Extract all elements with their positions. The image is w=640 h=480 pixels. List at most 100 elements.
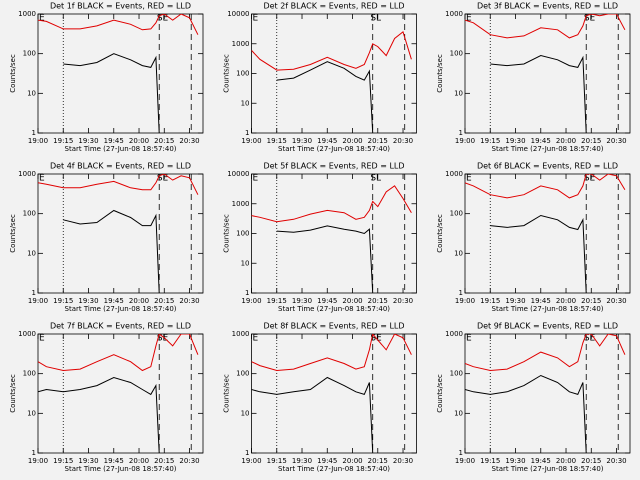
y-tick-label: 1000 <box>232 200 250 208</box>
y-tick-label: 100 <box>236 70 249 78</box>
chart-title: Det 4f BLACK = Events, RED = LLD <box>50 162 191 171</box>
y-tick-label: 10 <box>27 409 36 417</box>
x-tick-label: 19:30 <box>292 457 312 465</box>
chart-title: Det 8f BLACK = Events, RED = LLD <box>263 322 404 331</box>
x-axis-label: Start Time (27-Jun-08 18:57:40) <box>492 465 604 473</box>
y-tick-label: 10000 <box>227 170 249 178</box>
chart-title: Det 7f BLACK = Events, RED = LLD <box>50 322 191 331</box>
y-axis-label: Counts/sec <box>223 374 231 413</box>
y-axis-label: Counts/sec <box>436 214 444 253</box>
x-tick-label: 20:15 <box>368 457 388 465</box>
x-tick-label: 19:45 <box>104 297 124 305</box>
annotation: SE <box>584 334 596 344</box>
annotation: SE <box>157 14 169 24</box>
x-tick-label: 19:15 <box>480 457 500 465</box>
x-tick-label: 19:30 <box>292 297 312 305</box>
x-tick-label: 20:15 <box>581 297 601 305</box>
y-tick-label: 100 <box>450 210 463 218</box>
x-tick-label: 20:30 <box>179 457 199 465</box>
annotation: E <box>253 334 259 344</box>
series-line <box>490 214 587 293</box>
y-tick-label: 1000 <box>445 10 463 18</box>
annotation: SE <box>157 334 169 344</box>
x-tick-label: 20:15 <box>581 457 601 465</box>
chart-title: Det 5f BLACK = Events, RED = LLD <box>263 162 404 171</box>
series-line <box>38 334 199 372</box>
y-tick-label: 1 <box>32 289 36 297</box>
y-tick-label: 1000 <box>445 170 463 178</box>
x-tick-label: 19:30 <box>505 297 525 305</box>
x-tick-label: 19:45 <box>317 137 337 145</box>
x-tick-label: 20:30 <box>606 137 626 145</box>
x-axis-label: Start Time (27-Jun-08 18:57:40) <box>492 305 604 313</box>
x-tick-label: 20:30 <box>393 297 413 305</box>
x-tick-label: 20:00 <box>556 457 576 465</box>
x-tick-label: 19:45 <box>104 457 124 465</box>
y-tick-label: 10 <box>241 99 250 107</box>
annotation: E <box>466 14 472 24</box>
x-tick-label: 19:45 <box>531 297 551 305</box>
x-axis-label: Start Time (27-Jun-08 18:57:40) <box>65 305 177 313</box>
x-tick-label: 20:00 <box>129 457 149 465</box>
x-tick-label: 20:00 <box>129 137 149 145</box>
chart-title: Det 6f BLACK = Events, RED = LLD <box>477 162 618 171</box>
x-tick-label: 19:15 <box>267 137 287 145</box>
x-tick-label: 19:15 <box>267 457 287 465</box>
series-line <box>63 209 160 293</box>
y-axis-label: Counts/sec <box>9 374 17 413</box>
chart-title: Det 9f BLACK = Events, RED = LLD <box>477 322 618 331</box>
x-tick-label: 20:00 <box>342 297 362 305</box>
x-tick-label: 19:30 <box>78 457 98 465</box>
x-tick-label: 20:30 <box>179 297 199 305</box>
y-tick-label: 10 <box>454 89 463 97</box>
x-tick-label: 20:30 <box>179 137 199 145</box>
x-axis-label: Start Time (27-Jun-08 18:57:40) <box>278 145 390 153</box>
annotation: SE <box>584 174 596 184</box>
y-tick-label: 100 <box>236 230 249 238</box>
y-tick-label: 1000 <box>445 330 463 338</box>
annotation: E <box>466 174 472 184</box>
y-axis-label: Counts/sec <box>223 54 231 93</box>
series-line <box>465 174 626 199</box>
x-tick-label: 20:00 <box>556 137 576 145</box>
x-tick-label: 20:00 <box>342 457 362 465</box>
x-tick-label: 20:00 <box>342 137 362 145</box>
y-tick-label: 1000 <box>232 40 250 48</box>
x-tick-label: 19:15 <box>480 297 500 305</box>
chart-title: Det 1f BLACK = Events, RED = LLD <box>50 2 191 11</box>
x-axis-label: Start Time (27-Jun-08 18:57:40) <box>278 465 390 473</box>
plot-frame <box>37 173 204 294</box>
panel: Det 7f BLACK = Events, RED = LLD 1 10 100 10… <box>9 322 204 473</box>
y-tick-label: 1 <box>245 289 249 297</box>
x-tick-label: 19:45 <box>317 297 337 305</box>
series-line <box>251 31 412 71</box>
y-tick-label: 100 <box>23 50 36 58</box>
x-tick-label: 20:15 <box>581 137 601 145</box>
y-tick-label: 1 <box>32 129 36 137</box>
series-line <box>38 174 199 195</box>
annotation: E <box>39 14 45 24</box>
y-tick-label: 10 <box>27 249 36 257</box>
x-tick-label: 19:45 <box>104 137 124 145</box>
plot-frame <box>464 13 631 134</box>
annotation: SE <box>157 174 169 184</box>
annotation: E <box>253 14 259 24</box>
x-tick-label: 19:30 <box>78 137 98 145</box>
chart-title: Det 2f BLACK = Events, RED = LLD <box>263 2 404 11</box>
y-tick-label: 10 <box>241 409 250 417</box>
y-tick-label: 10 <box>454 249 463 257</box>
y-axis-label: Counts/sec <box>436 374 444 413</box>
plot-frame <box>251 333 417 454</box>
x-tick-label: 19:30 <box>505 137 525 145</box>
x-tick-label: 19:30 <box>292 137 312 145</box>
x-tick-label: 20:15 <box>154 297 174 305</box>
series-line <box>38 14 199 35</box>
y-tick-label: 10 <box>454 409 463 417</box>
plot-frame <box>464 333 631 454</box>
y-axis-label: Counts/sec <box>9 54 17 93</box>
x-tick-label: 20:30 <box>393 137 413 145</box>
x-tick-label: 20:30 <box>606 297 626 305</box>
chart-title: Det 3f BLACK = Events, RED = LLD <box>477 2 618 11</box>
y-tick-label: 1 <box>459 449 463 457</box>
